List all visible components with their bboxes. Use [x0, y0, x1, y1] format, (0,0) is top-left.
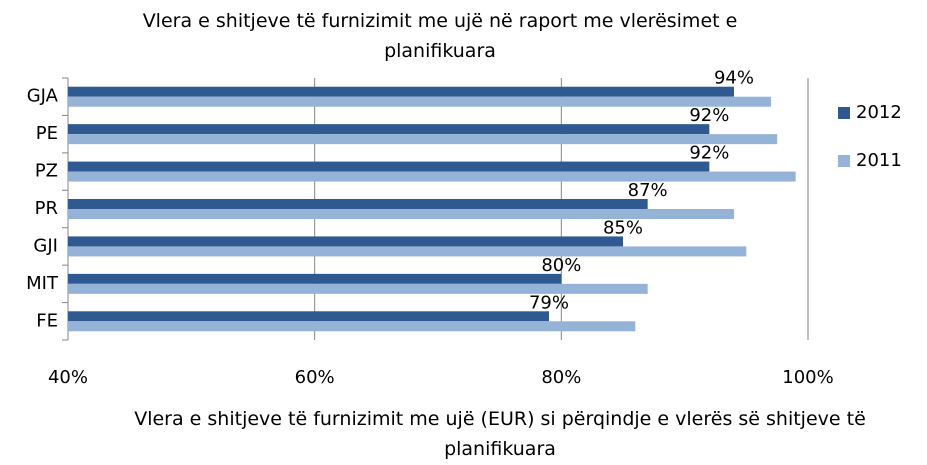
data-label: 79%: [529, 292, 569, 313]
bar: [68, 209, 734, 219]
data-label: 87%: [628, 180, 668, 201]
bar: [68, 321, 636, 332]
y-tick-label: GJA: [27, 86, 59, 107]
bar: [68, 246, 747, 257]
y-tick-label: FE: [36, 310, 58, 331]
legend-label: 2012: [856, 102, 902, 123]
data-label: 92%: [689, 105, 729, 126]
x-tick-label: 80%: [541, 367, 581, 388]
bar: [68, 161, 710, 172]
y-tick-label: MIT: [26, 273, 59, 294]
x-tick-label: 40%: [48, 367, 88, 388]
x-tick-label: 100%: [782, 367, 833, 388]
data-label: 92%: [689, 143, 729, 164]
bar: [68, 86, 734, 97]
data-label: 80%: [541, 255, 581, 276]
bar: [68, 171, 796, 182]
plot: 40% 60% 80% 100% GJA 94% PE 92% PZ 92% PR 87% GJI 85%…: [26, 68, 902, 388]
bar: [68, 134, 778, 145]
bar: [68, 236, 623, 247]
bar: [68, 124, 710, 135]
bar: [68, 199, 648, 209]
y-tick-label: PZ: [35, 161, 58, 182]
bar: [68, 273, 562, 284]
legend-label: 2011: [856, 150, 902, 171]
chart-title: Vlera e shitjeve të furnizimit me ujë në…: [142, 10, 738, 62]
y-tick-label: PE: [36, 123, 58, 144]
data-label: 85%: [603, 217, 643, 238]
data-label: 94%: [714, 68, 754, 89]
bar: [68, 283, 648, 294]
y-tick-label: PR: [35, 198, 58, 219]
x-axis-label: Vlera e shitjeve të furnizimit me ujë (E…: [134, 408, 866, 460]
y-tick-label: GJI: [33, 235, 58, 256]
legend-swatch: [838, 107, 850, 119]
x-tick-label: 60%: [295, 367, 335, 388]
legend-swatch: [838, 155, 850, 167]
bar: [68, 311, 549, 322]
bar: [68, 96, 771, 107]
